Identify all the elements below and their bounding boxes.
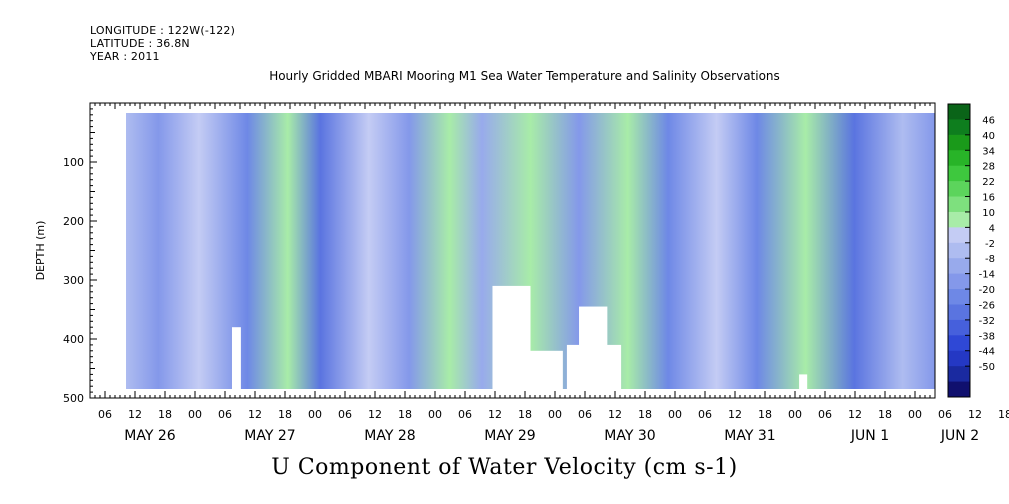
colorbar-label: 46: [982, 115, 995, 126]
x-date-label: MAY 26: [124, 428, 175, 444]
colorbar-label: 22: [982, 177, 995, 188]
plot-layer: [126, 113, 935, 389]
colorbar-swatch: [948, 289, 970, 305]
colorbar-label: 40: [982, 131, 995, 142]
colorbar-swatch: [948, 304, 970, 321]
colorbar-label: 10: [982, 208, 995, 219]
colorbar-swatch: [948, 104, 970, 120]
colorbar-label: 4: [989, 223, 995, 234]
x-date-label: MAY 27: [244, 428, 295, 444]
colorbar-frame: [947, 103, 971, 398]
colorbar-label: -14: [979, 270, 995, 281]
colorbar-swatch: [948, 381, 970, 398]
x-hour-label: 00: [548, 408, 562, 421]
x-hour-label: 18: [758, 408, 772, 421]
x-hour-label: 00: [908, 408, 922, 421]
x-hour-label: 00: [308, 408, 322, 421]
year-label: YEAR : 2011: [90, 50, 160, 63]
x-hour-label: 18: [878, 408, 892, 421]
colorbar-swatch: [948, 196, 970, 213]
colorbar-swatch: [948, 273, 970, 290]
latitude-label: LATITUDE : 36.8N: [90, 37, 190, 50]
colorbar-swatch: [948, 242, 970, 259]
missing-data-region: [231, 327, 241, 389]
missing-data-region: [530, 350, 563, 389]
colorbar-label: -32: [979, 316, 995, 327]
colorbar-label: 16: [982, 193, 995, 204]
x-hour-label: 06: [818, 408, 832, 421]
colorbar-swatch: [948, 119, 970, 136]
x-hour-label: 18: [638, 408, 652, 421]
x-date-label: JUN 1: [850, 428, 889, 444]
colorbar-label: -44: [979, 347, 995, 358]
colorbar: 46 40 34 28 22 16 10 4 -2 -8 -14 -20 -26 -32 -38 -44 -50: [947, 103, 995, 398]
x-date-label: MAY 29: [484, 428, 535, 444]
x-hour-label: 12: [248, 408, 262, 421]
x-hour-label: 00: [668, 408, 682, 421]
x-hour-label: 18: [998, 408, 1009, 421]
y-tick-label: 500: [63, 392, 84, 405]
colorbar-swatch: [948, 350, 970, 367]
colorbar-label: -8: [985, 254, 995, 265]
y-tick-label: 100: [63, 156, 84, 169]
colorbar-swatch: [948, 335, 970, 352]
x-date-label: MAY 30: [604, 428, 655, 444]
colorbar-label: -2: [985, 239, 995, 250]
x-date-label: JUN 2: [940, 428, 979, 444]
y-axis-label: DEPTH (m): [34, 221, 47, 281]
colorbar-swatch: [948, 150, 970, 167]
colorbar-swatch: [948, 227, 970, 244]
x-hour-label: 00: [788, 408, 802, 421]
x-hour-label: 06: [98, 408, 112, 421]
colorbar-swatch: [948, 181, 970, 198]
missing-data-region: [799, 374, 808, 389]
x-hour-label: 12: [368, 408, 382, 421]
x-date-label: MAY 28: [364, 428, 415, 444]
x-hour-label: 12: [968, 408, 982, 421]
colorbar-label: 34: [982, 146, 995, 157]
x-hour-label: 06: [458, 408, 472, 421]
y-tick-label: 400: [63, 333, 84, 346]
colorbar-swatch: [948, 366, 970, 383]
x-hour-label: 18: [158, 408, 172, 421]
colorbar-label: -26: [979, 300, 995, 311]
colorbar-label: -38: [979, 331, 995, 342]
colorbar-label: -20: [979, 285, 995, 296]
x-hour-label: 06: [218, 408, 232, 421]
x-hour-label: 06: [578, 408, 592, 421]
y-tick-label: 200: [63, 215, 84, 228]
colorbar-swatch: [948, 319, 970, 336]
x-hour-label: 06: [938, 408, 952, 421]
x-hour-label: 12: [728, 408, 742, 421]
x-hour-label: 18: [278, 408, 292, 421]
colorbar-swatch: [948, 211, 970, 228]
x-hour-label: 06: [338, 408, 352, 421]
y-tick-label: 300: [63, 274, 84, 287]
x-hour-label: 18: [398, 408, 412, 421]
x-hour-label: 18: [518, 408, 532, 421]
colorbar-swatch: [948, 258, 970, 275]
x-hour-label: 06: [698, 408, 712, 421]
x-date-label: MAY 31: [724, 428, 775, 444]
colorbar-swatch: [948, 134, 970, 151]
colorbar-label: 28: [982, 162, 995, 173]
missing-data-region: [579, 306, 608, 389]
chart-title: Hourly Gridded MBARI Mooring M1 Sea Wate…: [269, 69, 780, 83]
x-hour-label: 12: [608, 408, 622, 421]
missing-data-region: [492, 285, 531, 389]
colorbar-swatch: [948, 165, 970, 182]
x-hour-label: 12: [128, 408, 142, 421]
x-hour-label: 00: [188, 408, 202, 421]
colorbar-label: -50: [979, 362, 995, 373]
chart-caption: U Component of Water Velocity (cm s-1): [271, 455, 738, 480]
x-hour-label: 12: [848, 408, 862, 421]
x-hour-label: 12: [488, 408, 502, 421]
longitude-label: LONGITUDE : 122W(-122): [90, 24, 236, 37]
x-hour-label: 00: [428, 408, 442, 421]
